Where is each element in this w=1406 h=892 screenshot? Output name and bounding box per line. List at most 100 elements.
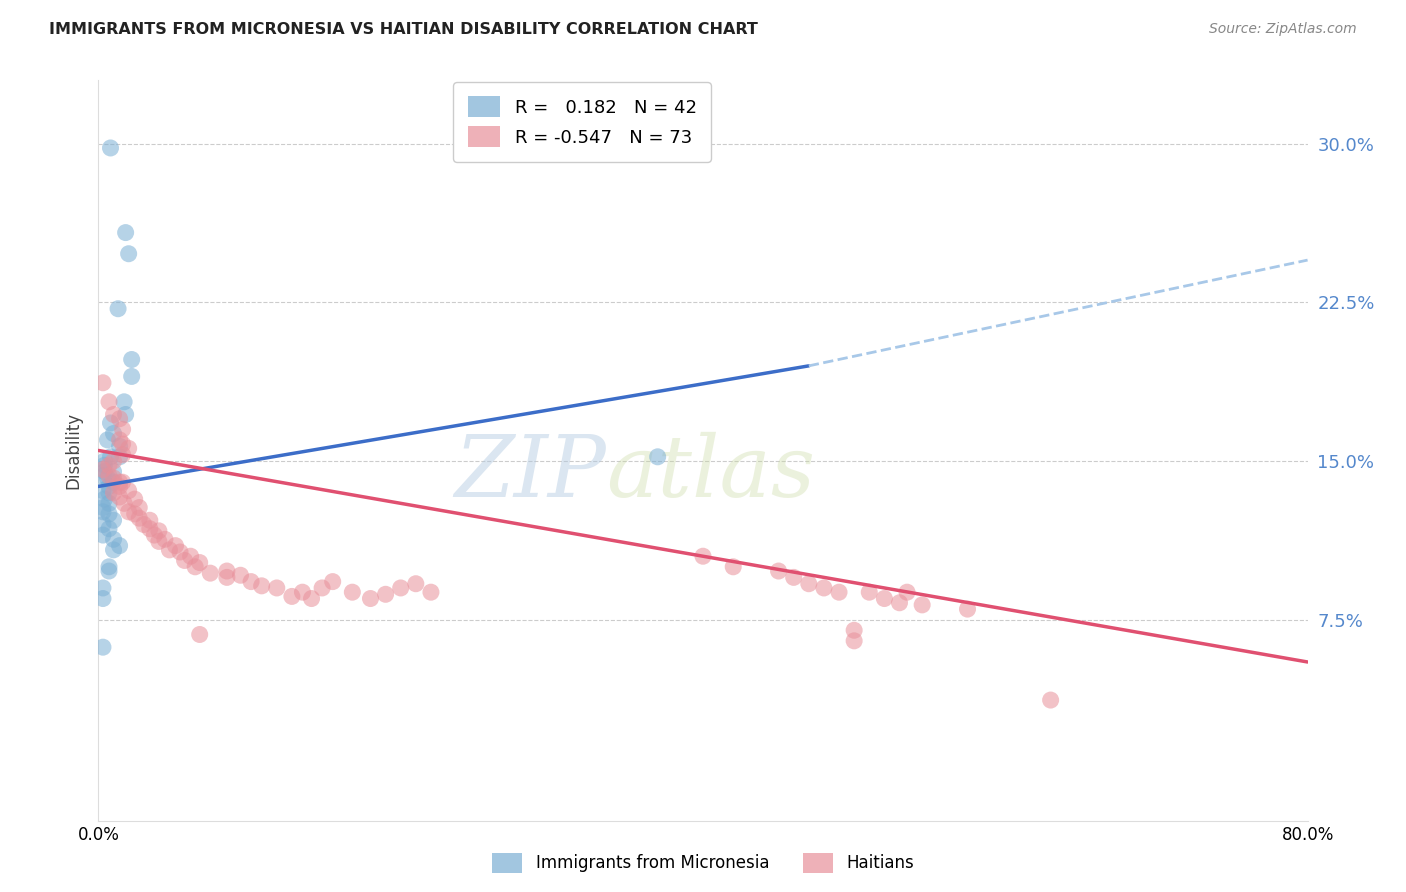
Point <box>108 433 131 447</box>
Point <box>108 439 131 453</box>
Point <box>91 517 114 532</box>
Point <box>107 301 129 316</box>
Point <box>91 505 114 519</box>
Point <box>91 376 114 390</box>
Point <box>322 574 344 589</box>
Point <box>121 352 143 367</box>
Point <box>91 640 114 655</box>
Point <box>114 226 136 240</box>
Point <box>100 141 122 155</box>
Point <box>132 517 155 532</box>
Point <box>148 524 170 538</box>
Point <box>188 627 211 641</box>
Point <box>103 465 125 479</box>
Point <box>91 500 114 515</box>
Point <box>103 408 125 422</box>
Point <box>647 450 669 464</box>
Point <box>114 408 136 422</box>
Point <box>124 507 146 521</box>
Point <box>111 422 134 436</box>
Point <box>173 553 195 567</box>
Point <box>311 581 333 595</box>
Point <box>96 433 118 447</box>
Point <box>889 596 911 610</box>
Point <box>112 496 135 510</box>
Point <box>169 545 191 559</box>
Point <box>858 585 880 599</box>
Point <box>188 556 211 570</box>
Point <box>91 528 114 542</box>
Point <box>103 454 125 468</box>
Point <box>100 450 122 464</box>
Point <box>98 485 121 500</box>
Point <box>98 458 121 473</box>
Point <box>768 564 790 578</box>
Point <box>360 591 382 606</box>
Point <box>229 568 252 582</box>
Text: Source: ZipAtlas.com: Source: ZipAtlas.com <box>1209 22 1357 37</box>
Point <box>93 458 115 473</box>
Point <box>1039 693 1062 707</box>
Point <box>103 513 125 527</box>
Point <box>813 581 835 595</box>
Point <box>266 581 288 595</box>
Point <box>98 496 121 510</box>
Point <box>91 462 114 476</box>
Point <box>96 471 118 485</box>
Point <box>873 591 896 606</box>
Point <box>128 500 150 515</box>
Point <box>100 416 122 430</box>
Point <box>98 479 121 493</box>
Point <box>98 559 121 574</box>
Point <box>108 475 131 490</box>
Point <box>844 624 866 638</box>
Point <box>111 448 134 462</box>
Point <box>118 442 141 456</box>
Point <box>240 574 263 589</box>
Point <box>128 511 150 525</box>
Point <box>723 559 745 574</box>
Point <box>121 369 143 384</box>
Point <box>143 528 166 542</box>
Point <box>111 475 134 490</box>
Point <box>98 522 121 536</box>
Point <box>374 587 396 601</box>
Point <box>139 522 162 536</box>
Point <box>184 559 207 574</box>
Point <box>844 633 866 648</box>
Point <box>118 505 141 519</box>
Point <box>91 468 114 483</box>
Point <box>98 564 121 578</box>
Point <box>301 591 323 606</box>
Point <box>93 492 115 507</box>
Text: IMMIGRANTS FROM MICRONESIA VS HAITIAN DISABILITY CORRELATION CHART: IMMIGRANTS FROM MICRONESIA VS HAITIAN DI… <box>49 22 758 37</box>
Point <box>180 549 202 564</box>
Point <box>215 570 238 584</box>
Point <box>342 585 364 599</box>
Point <box>250 579 273 593</box>
Point <box>896 585 918 599</box>
Point <box>98 468 121 483</box>
Y-axis label: Disability: Disability <box>65 412 83 489</box>
Point <box>139 513 162 527</box>
Point <box>103 471 125 485</box>
Point <box>103 485 125 500</box>
Point <box>692 549 714 564</box>
Point <box>91 581 114 595</box>
Point <box>389 581 412 595</box>
Point <box>118 246 141 260</box>
Text: atlas: atlas <box>606 432 815 514</box>
Legend: R =   0.182   N = 42, R = -0.547   N = 73: R = 0.182 N = 42, R = -0.547 N = 73 <box>453 82 711 161</box>
Legend: Immigrants from Micronesia, Haitians: Immigrants from Micronesia, Haitians <box>485 847 921 880</box>
Point <box>108 479 131 493</box>
Point <box>828 585 851 599</box>
Point <box>783 570 806 584</box>
Point <box>165 539 187 553</box>
Point <box>91 483 114 498</box>
Point <box>112 394 135 409</box>
Point <box>281 590 304 604</box>
Point <box>93 465 115 479</box>
Point <box>148 534 170 549</box>
Point <box>111 437 134 451</box>
Point <box>98 507 121 521</box>
